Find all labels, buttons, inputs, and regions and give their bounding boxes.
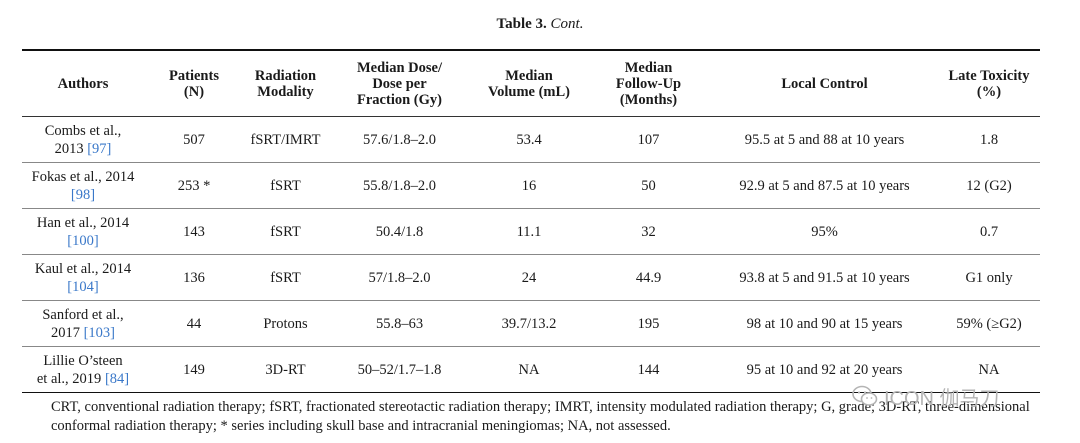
cell-late-toxicity: 12 (G2) bbox=[966, 177, 1012, 194]
cell-local-control: 92.9 at 5 and 87.5 at 10 years bbox=[739, 177, 910, 194]
cell-volume: 39.7/13.2 bbox=[501, 315, 557, 332]
cell-followup: 44.9 bbox=[635, 269, 662, 286]
cell-patients: 136 bbox=[183, 269, 205, 286]
author-line: et al., 2019 bbox=[36, 370, 105, 387]
author-line: 2013 bbox=[54, 140, 88, 157]
table-row: Lillie O’steen et al., 2019 [84] 149 3D-RT 5… bbox=[22, 347, 1040, 393]
header-dose: Median Dose/Dose per Fraction (Gy) bbox=[357, 59, 442, 108]
cell-patients: 253 * bbox=[177, 177, 211, 194]
header-volume: Median Volume (mL) bbox=[487, 67, 571, 100]
table-footnote: CRT, conventional radiation therapy; fSR… bbox=[51, 399, 1030, 434]
header-row: Authors Patients (N) Radiation Modality Me… bbox=[22, 50, 1040, 117]
cell-modality: fSRT/IMRT bbox=[250, 131, 321, 148]
cell-author: Fokas et al., 2014 [98] bbox=[22, 163, 144, 209]
cell-volume: 24 bbox=[521, 269, 537, 286]
cell-followup: 107 bbox=[637, 131, 660, 148]
citation-link[interactable]: [84] bbox=[104, 370, 130, 387]
cell-patients: 507 bbox=[183, 131, 205, 148]
cell-volume: NA bbox=[518, 361, 540, 378]
table-caption: Table 3. Cont. bbox=[0, 14, 1080, 34]
cell-followup: 50 bbox=[641, 177, 656, 194]
citation-link[interactable]: [103] bbox=[83, 324, 116, 341]
author-line: Sanford et al., bbox=[42, 306, 124, 323]
table-row: Sanford et al., 2017 [103] 44 Protons 55.8–6… bbox=[22, 301, 1040, 347]
cell-local-control: 95% bbox=[811, 223, 838, 240]
cell-patients: 149 bbox=[183, 361, 205, 378]
cell-late-toxicity: 59% (≥G2) bbox=[956, 315, 1022, 332]
cell-volume: 11.1 bbox=[516, 223, 542, 240]
cell-local-control: 93.8 at 5 and 91.5 at 10 years bbox=[739, 269, 910, 286]
citation-link[interactable]: [100] bbox=[67, 232, 99, 249]
cell-dose: 57/1.8–2.0 bbox=[368, 269, 431, 286]
citation-link[interactable]: [98] bbox=[70, 186, 96, 203]
cell-author: Kaul et al., 2014 [104] bbox=[22, 255, 144, 301]
cell-dose: 55.8–63 bbox=[375, 315, 424, 332]
cell-author: Combs et al., 2013 [97] bbox=[22, 117, 144, 163]
cell-author: Lillie O’steen et al., 2019 [84] bbox=[22, 347, 144, 393]
cell-patients: 44 bbox=[186, 315, 202, 332]
author-line: Lillie O’steen bbox=[43, 352, 123, 369]
cell-modality: 3D-RT bbox=[265, 361, 306, 378]
citation-link[interactable]: [104] bbox=[67, 278, 99, 295]
cell-followup: 32 bbox=[641, 223, 656, 240]
cell-late-toxicity: G1 only bbox=[965, 269, 1013, 286]
header-patients: Patients (N) bbox=[169, 67, 219, 100]
table-row: Fokas et al., 2014 [98] 253 * fSRT 55.8/1.8–… bbox=[22, 163, 1040, 209]
author-line: Combs et al., bbox=[44, 122, 122, 139]
header-authors: Authors bbox=[57, 75, 109, 92]
author-line: Fokas et al., 2014 bbox=[31, 168, 135, 185]
cell-patients: 143 bbox=[183, 223, 205, 240]
cell-local-control: 95 at 10 and 92 at 20 years bbox=[746, 361, 903, 378]
cell-late-toxicity: NA bbox=[978, 361, 1000, 378]
cell-followup: 195 bbox=[637, 315, 660, 332]
watermark: ICON 伽马刀 bbox=[852, 381, 1052, 411]
header-late-toxicity: Late Toxicity (%) bbox=[948, 67, 1030, 100]
cell-local-control: 98 at 10 and 90 at 15 years bbox=[746, 315, 903, 332]
watermark-text: ICON 伽马刀 bbox=[884, 387, 1000, 410]
author-line: Kaul et al., 2014 bbox=[34, 260, 132, 277]
cell-dose: 50.4/1.8 bbox=[375, 223, 424, 240]
cell-volume: 53.4 bbox=[516, 131, 542, 148]
cell-author: Han et al., 2014 [100] bbox=[22, 209, 144, 255]
cell-modality: fSRT bbox=[270, 177, 301, 194]
table-row: Kaul et al., 2014 [104] 136 fSRT 57/1.8–2.0 2… bbox=[22, 255, 1040, 301]
citation-link[interactable]: [97] bbox=[87, 140, 112, 157]
cell-modality: Protons bbox=[263, 315, 308, 332]
cell-dose: 55.8/1.8–2.0 bbox=[363, 177, 436, 194]
cell-author: Sanford et al., 2017 [103] bbox=[22, 301, 144, 347]
cell-local-control: 95.5 at 5 and 88 at 10 years bbox=[744, 131, 905, 148]
cell-dose: 50–52/1.7–1.8 bbox=[357, 361, 442, 378]
cell-modality: fSRT bbox=[270, 223, 301, 240]
cell-modality: fSRT bbox=[270, 269, 301, 286]
author-line: Han et al., 2014 bbox=[36, 214, 130, 231]
cell-followup: 144 bbox=[637, 361, 660, 378]
cell-volume: 16 bbox=[521, 177, 537, 194]
table-row: Combs et al., 2013 [97] 507 fSRT/IMRT 57.6/1… bbox=[22, 117, 1040, 163]
header-modality: Radiation Modality bbox=[254, 67, 317, 100]
cell-late-toxicity: 1.8 bbox=[979, 131, 999, 148]
header-local-control: Local Control bbox=[781, 75, 868, 92]
wechat-icon bbox=[852, 385, 878, 406]
author-line: 2017 bbox=[50, 324, 84, 341]
table-caption-label: Table 3. bbox=[496, 16, 547, 32]
cell-dose: 57.6/1.8–2.0 bbox=[363, 131, 436, 148]
cell-late-toxicity: 0.7 bbox=[979, 223, 999, 240]
results-table: Authors Patients (N) Radiation Modality Me… bbox=[22, 49, 1040, 393]
header-followup: Median Follow-Up (Months) bbox=[615, 59, 682, 108]
table-row: Han et al., 2014 [100] 143 fSRT 50.4/1.8 11.1… bbox=[22, 209, 1040, 255]
table-caption-cont: Cont. bbox=[550, 16, 584, 32]
